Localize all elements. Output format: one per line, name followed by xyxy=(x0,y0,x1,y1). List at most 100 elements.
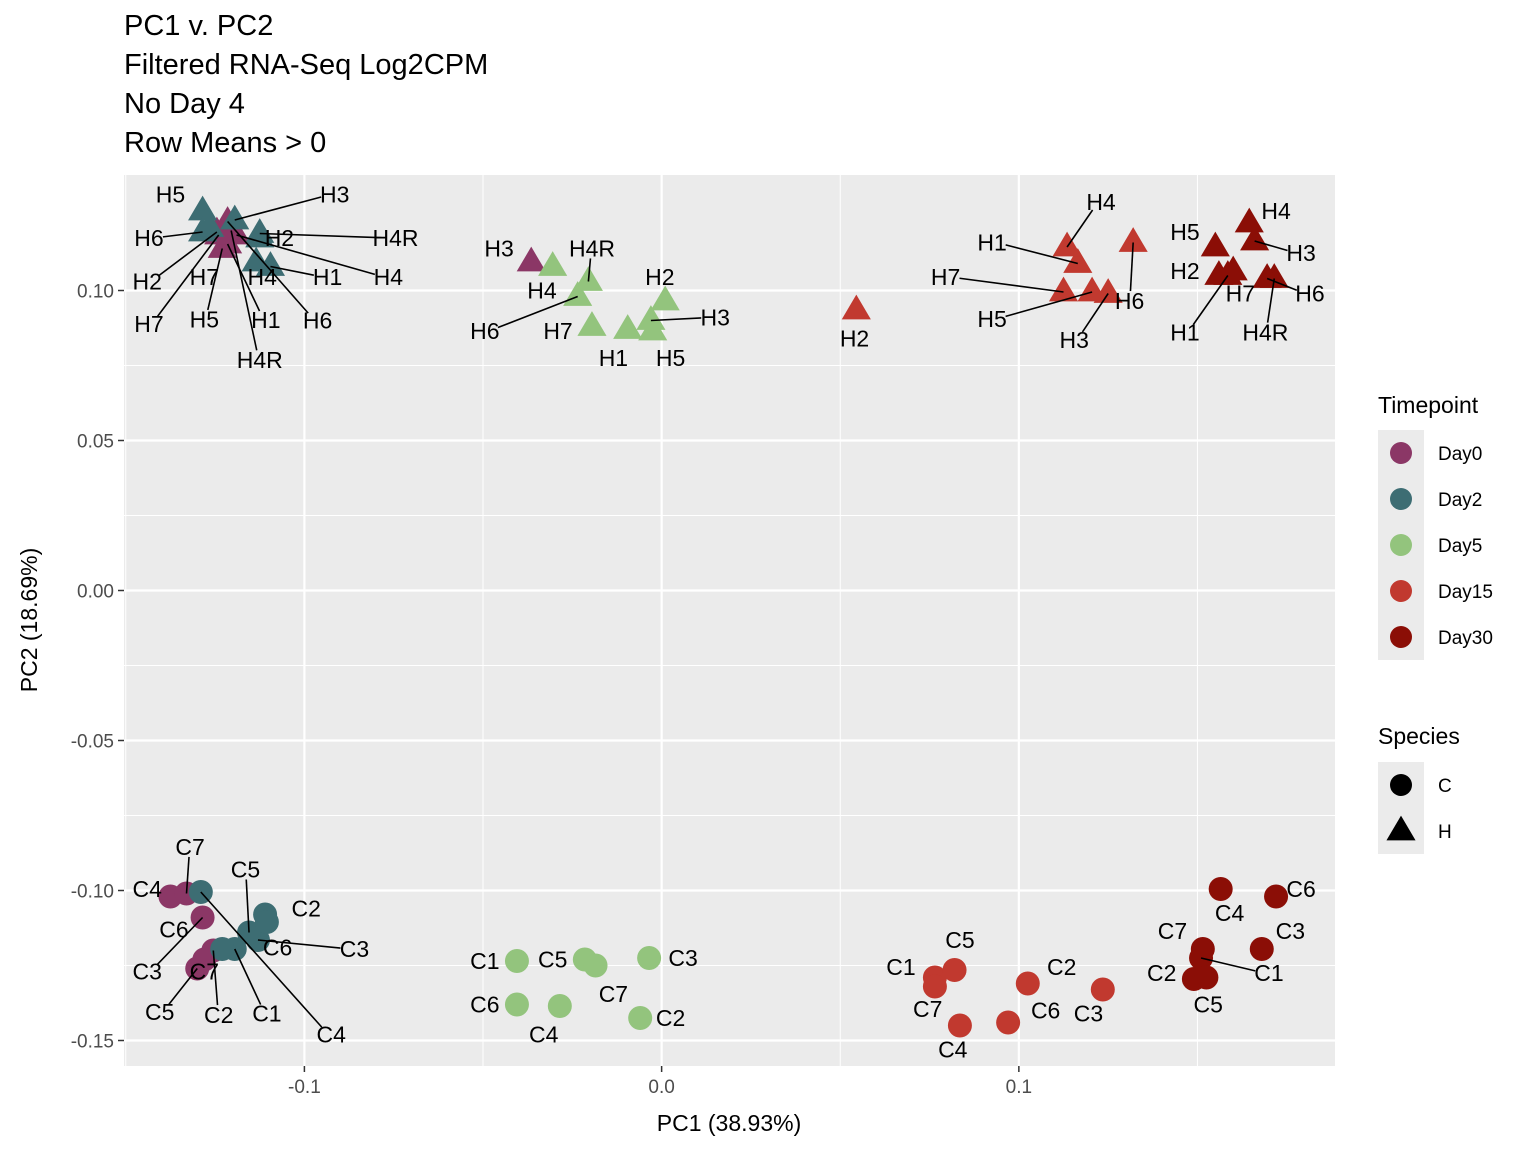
point-label: C7 xyxy=(190,959,219,985)
label-leader-line xyxy=(1254,240,1288,252)
point-label: C7 xyxy=(599,981,628,1007)
point-day5-h4 xyxy=(538,251,568,276)
point-day15-c4 xyxy=(947,1013,972,1038)
point-label: C4 xyxy=(529,1022,559,1048)
x-tick-label: 0.1 xyxy=(1006,1077,1032,1098)
point-label: C3 xyxy=(133,959,162,985)
point-day5-h5 xyxy=(638,315,668,341)
data-points xyxy=(158,195,1289,1038)
label-leader-line xyxy=(650,317,702,322)
point-label: H2 xyxy=(265,225,294,251)
point-day5-c4 xyxy=(547,994,572,1018)
point-day15-h4 xyxy=(1052,231,1082,257)
legend-swatch-species-h xyxy=(1386,815,1416,841)
point-label: H5 xyxy=(156,182,185,208)
point-label: C5 xyxy=(945,927,974,953)
point-day5-h1 xyxy=(613,314,643,339)
label-leader-line xyxy=(234,196,322,221)
point-day15-c6 xyxy=(996,1010,1021,1035)
label-leader-line xyxy=(234,948,262,1005)
point-label: H7 xyxy=(543,318,572,344)
point-day2-h3 xyxy=(220,204,250,230)
label-leader-line xyxy=(226,220,309,314)
label-leader-line xyxy=(259,232,382,239)
point-label: H6 xyxy=(470,318,499,344)
legend-label-species-h: H xyxy=(1438,822,1452,843)
legend-label-day15: Day15 xyxy=(1438,582,1493,603)
label-leader-line xyxy=(236,234,376,276)
point-label: C7 xyxy=(913,996,942,1022)
point-day30-c6 xyxy=(1264,884,1289,909)
point-label: C2 xyxy=(291,896,320,922)
label-leader-line xyxy=(168,968,198,1005)
label-leader-line xyxy=(185,856,190,894)
point-day2-h7 xyxy=(195,212,225,237)
point-label: H4R xyxy=(569,236,615,262)
point-day30-c3 xyxy=(1249,937,1274,961)
x-axis-ticks: -0.1 0.0 0.1 xyxy=(288,1066,1032,1098)
label-leader-line xyxy=(1005,244,1078,265)
label-leader-line xyxy=(162,231,203,238)
point-label: C5 xyxy=(145,999,174,1025)
point-label: C5 xyxy=(1193,992,1222,1018)
label-leader-line xyxy=(212,950,219,1006)
legend-swatch-day15 xyxy=(1390,580,1412,602)
point-label: H3 xyxy=(320,182,349,208)
label-leader-line xyxy=(245,879,250,933)
point-label: C2 xyxy=(204,1002,233,1028)
point-day15-c7 xyxy=(922,974,947,999)
point-label: H6 xyxy=(134,225,163,251)
legend-label-day30: Day30 xyxy=(1438,628,1493,649)
point-label: C6 xyxy=(1031,998,1060,1024)
point-day0-h5 xyxy=(207,233,237,258)
y-tick-label: 0.05 xyxy=(77,432,114,453)
label-leader-line xyxy=(1066,209,1094,248)
point-label: C1 xyxy=(470,948,499,974)
point-label: H1 xyxy=(313,264,342,290)
label-leader-line xyxy=(230,230,258,351)
point-label: H7 xyxy=(931,264,960,290)
legend-label-day2: Day2 xyxy=(1438,490,1482,511)
point-label: H4R xyxy=(372,225,418,251)
label-leader-line xyxy=(156,916,204,966)
point-label: C2 xyxy=(1047,954,1076,980)
label-leader-line xyxy=(156,234,220,317)
point-label: C5 xyxy=(231,857,260,883)
legend-swatch-day30 xyxy=(1390,626,1412,648)
point-day15-c5 xyxy=(942,958,967,982)
x-tick-label: -0.1 xyxy=(288,1077,321,1098)
point-label: H3 xyxy=(1060,327,1089,353)
legend-timepoint-title: Timepoint xyxy=(1378,392,1479,418)
point-label: H4 xyxy=(1086,189,1116,215)
point-label: H6 xyxy=(303,308,332,334)
point-label: H3 xyxy=(484,236,513,262)
legend-species-items: CH xyxy=(1386,774,1452,843)
point-label: C5 xyxy=(538,947,567,973)
point-label: H7 xyxy=(1226,281,1255,307)
point-day5-c2 xyxy=(628,1006,653,1030)
x-tick-label: 0.0 xyxy=(648,1077,674,1098)
point-label: H1 xyxy=(599,345,628,371)
point-day2-c7 xyxy=(210,937,235,961)
point-label: C1 xyxy=(1254,960,1283,986)
point-day30-h5 xyxy=(1200,231,1230,257)
legend-timepoint-items: Day0 Day2 Day5 Day15 Day30 xyxy=(1390,442,1493,649)
point-day15-c2 xyxy=(1015,971,1040,996)
point-label: C6 xyxy=(263,935,292,961)
point-label: H2 xyxy=(645,264,674,290)
point-day15-h5 xyxy=(1077,276,1107,302)
point-day5-c3 xyxy=(637,946,662,970)
point-label: C1 xyxy=(886,954,915,980)
point-day2-h4r xyxy=(245,218,275,243)
y-tick-label: -0.05 xyxy=(71,732,114,753)
point-day5-h2 xyxy=(650,285,680,311)
point-day15-c3 xyxy=(1090,977,1115,1002)
label-leader-line xyxy=(226,243,261,312)
label-leader-line xyxy=(587,258,592,282)
x-axis-title: PC1 (38.93%) xyxy=(657,1110,801,1136)
point-day2-h4 xyxy=(241,246,271,272)
label-leader-line xyxy=(158,231,218,277)
label-leader-line xyxy=(257,939,341,949)
point-day15-h6 xyxy=(1118,227,1148,252)
